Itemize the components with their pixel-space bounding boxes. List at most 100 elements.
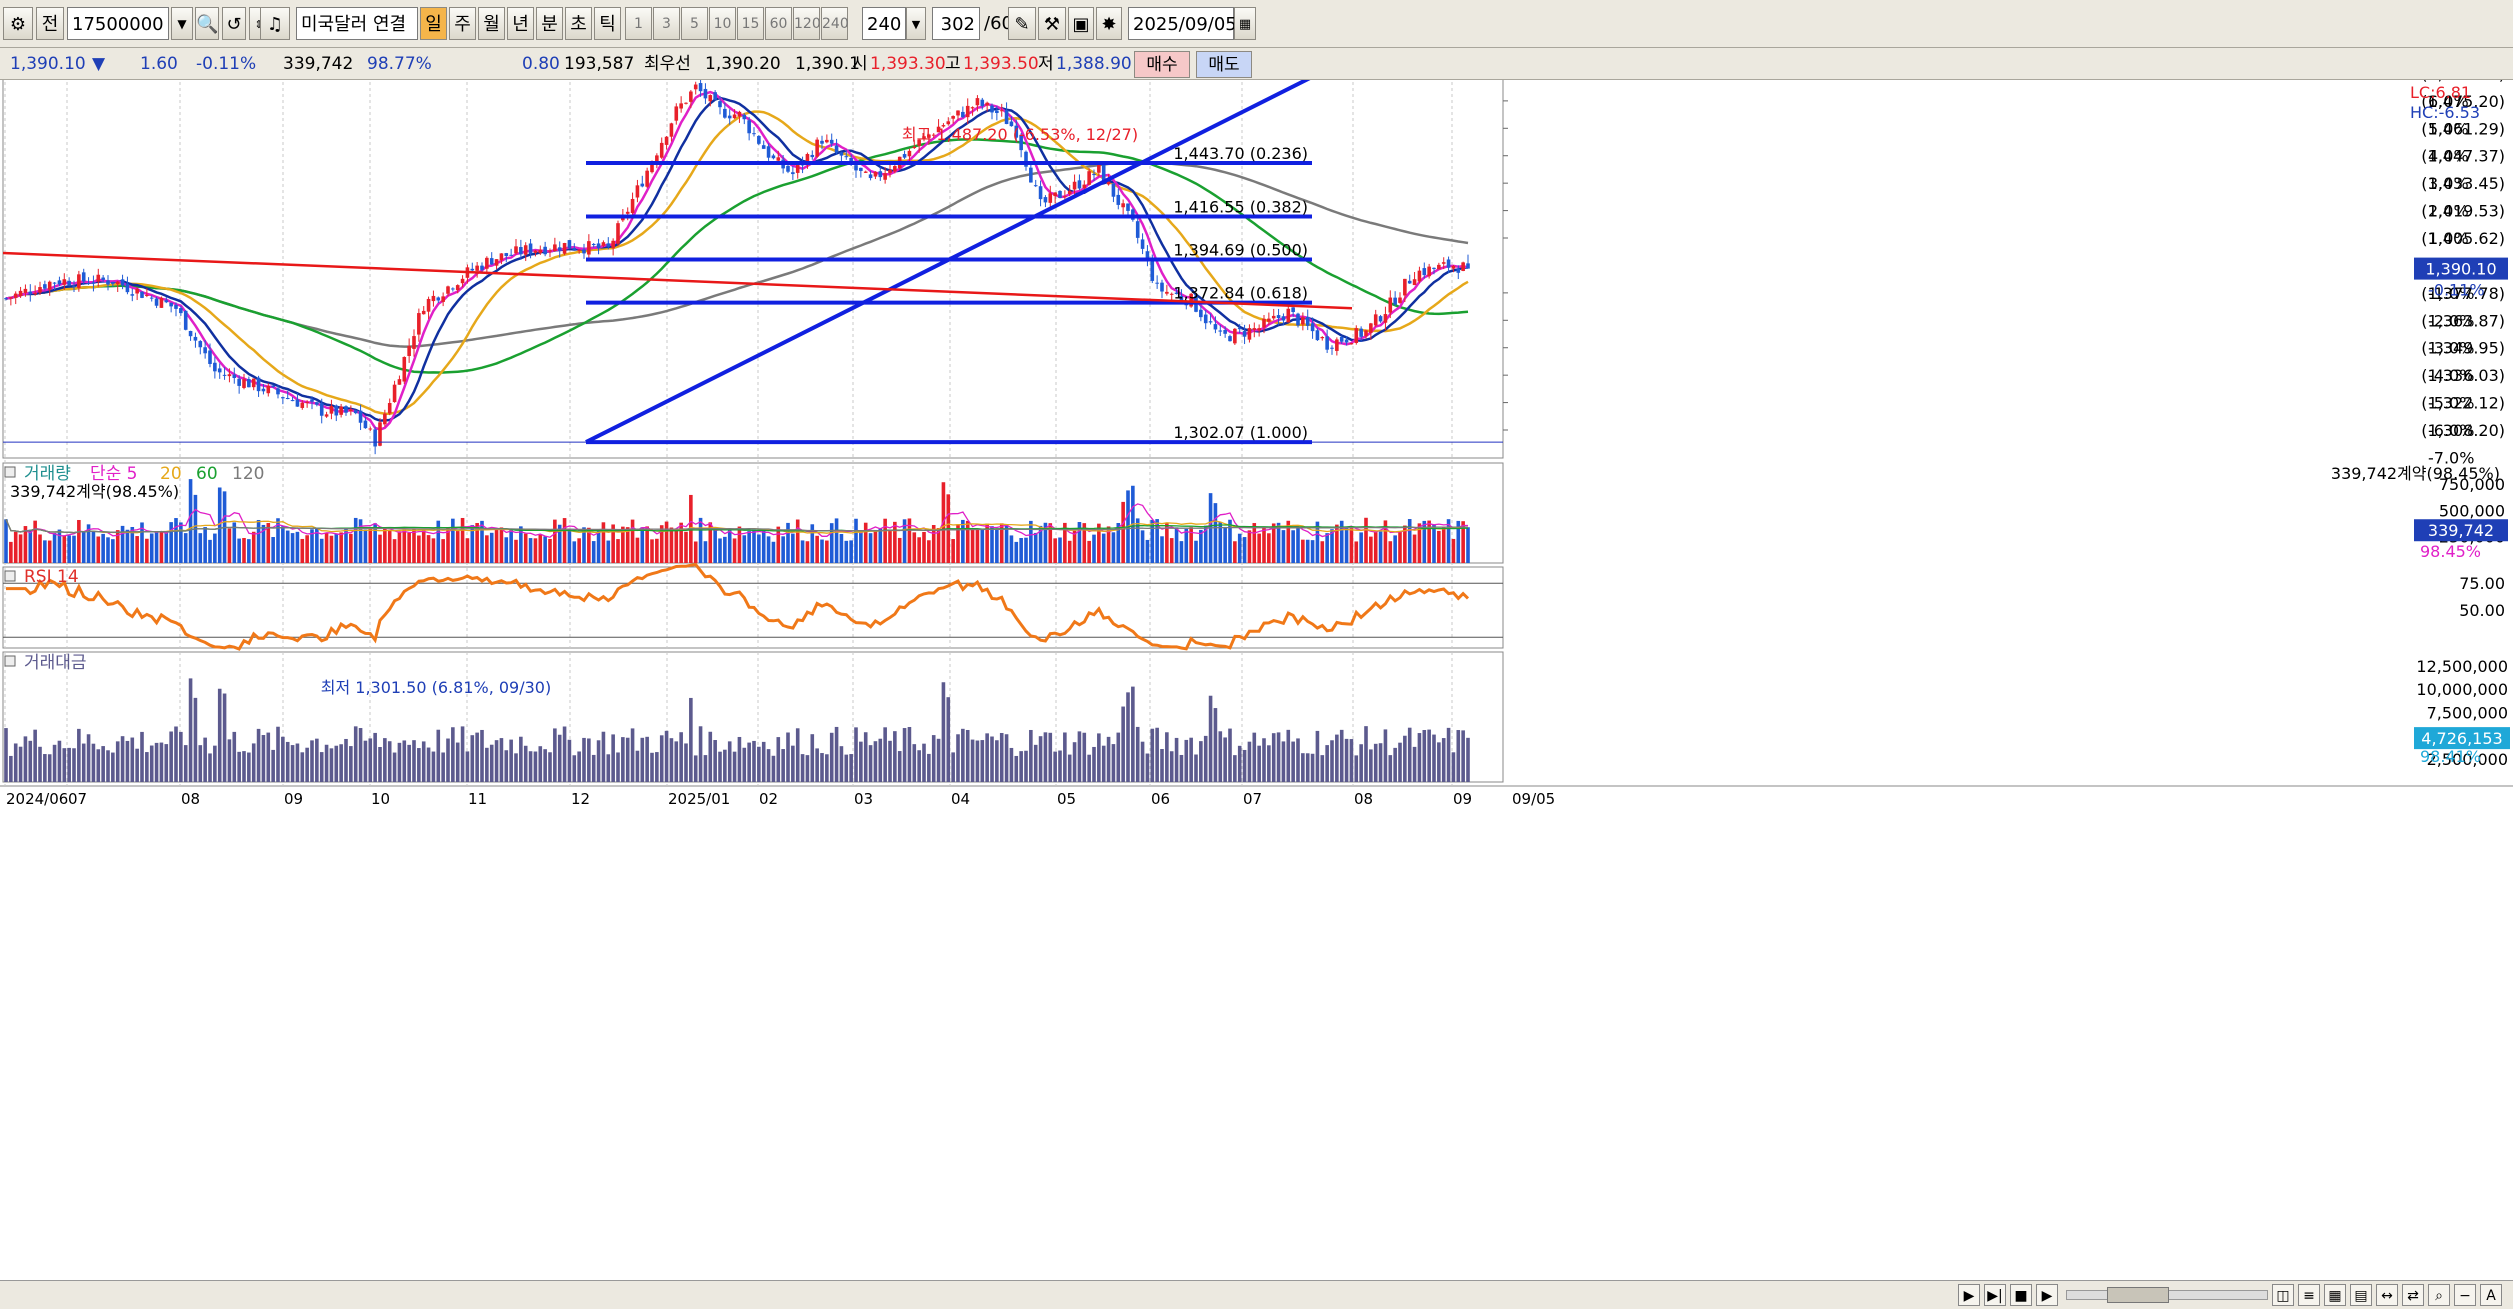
buy-button[interactable]: 매수 (1134, 51, 1190, 78)
tab-period-1[interactable]: 주 (449, 7, 476, 40)
draw-tool-icon[interactable]: ✎ (1008, 7, 1036, 40)
tab-period-2[interactable]: 월 (478, 7, 505, 40)
candle-body (281, 397, 285, 399)
interval-button-60[interactable]: 60 (765, 7, 792, 40)
volume-bar (183, 533, 188, 563)
interval-select[interactable]: 240 (862, 7, 906, 40)
price-y-tick-label: (1,308.20) (2421, 421, 2505, 440)
volume-bar (829, 523, 834, 563)
chart-area[interactable]: 2024/06 07 08 09 10 11 12 2025/01 02 03 04 05 06 07 08… (0, 51, 2513, 1280)
volume-bar (679, 522, 683, 563)
current-pct-tag: -0.11% (2428, 281, 2485, 300)
x-tick-label-last: 09/05 (1512, 790, 1555, 808)
candle-body (946, 121, 951, 125)
volume-bar (101, 533, 105, 563)
table-icon[interactable]: ▦ (2324, 1284, 2346, 1306)
chart-canvas[interactable]: 2024/06 07 08 09 10 11 12 2025/01 02 03 04 05 06 07 08… (0, 51, 2513, 1280)
candle-body (135, 289, 139, 294)
scroll-end-icon[interactable]: ▶| (1984, 1284, 2006, 1306)
play-icon[interactable]: ▶ (2036, 1284, 2058, 1306)
expand-icon[interactable]: ↔ (2376, 1284, 2398, 1306)
minus-icon[interactable]: − (2454, 1284, 2476, 1306)
candle-body (1101, 164, 1106, 183)
amount-bar (1267, 745, 1271, 782)
candle-body (1058, 190, 1062, 198)
volume-bar (407, 532, 411, 563)
list-icon[interactable]: ≡ (2298, 1284, 2320, 1306)
date-input[interactable]: 2025/09/05 (1128, 7, 1237, 40)
speaker-icon[interactable]: ♫ (260, 7, 290, 40)
indicator-icon[interactable]: ⚒ (1038, 7, 1066, 40)
volume-bar (349, 533, 353, 563)
stop-icon[interactable]: ■ (2010, 1284, 2032, 1306)
view-icon[interactable]: ◫ (2272, 1284, 2294, 1306)
volume-bar (1121, 501, 1125, 563)
tab-period-0[interactable]: 일 (420, 7, 447, 40)
amount-bar (344, 738, 348, 782)
nav-prev-button[interactable]: 전 (36, 7, 64, 40)
volume-bar (533, 538, 538, 563)
candle-body (965, 105, 970, 118)
tab-period-3[interactable]: 년 (507, 7, 534, 40)
amount-bar (159, 742, 164, 782)
volume-bar (1067, 540, 1072, 563)
best-bid: 1,390.1 (795, 54, 860, 74)
interval-button-15[interactable]: 15 (737, 7, 764, 40)
pct-y-tick-label: 1.0% (2428, 229, 2469, 248)
calendar-icon[interactable]: ▦ (1234, 7, 1256, 40)
amount-bar (1422, 730, 1427, 782)
count-input[interactable]: 302 (932, 7, 980, 40)
volume-bar (786, 522, 790, 563)
zoom-icon[interactable]: ⌕ (2428, 1284, 2450, 1306)
candle-body (349, 409, 353, 412)
interval-button-5[interactable]: 5 (681, 7, 708, 40)
gear-icon[interactable]: ✸ (1096, 7, 1122, 40)
amount-bar (57, 740, 62, 782)
pct-y-tick-label: -7.0% (2428, 448, 2474, 467)
pct-y-tick-label: 3.0% (2428, 174, 2469, 193)
amount-bar (276, 726, 280, 782)
chart-tool-icon[interactable]: ⚙ (3, 7, 33, 40)
code-input[interactable]: 17500000 (67, 7, 169, 40)
volume-bar (1257, 533, 1261, 563)
tab-period-4[interactable]: 분 (536, 7, 563, 40)
volume-bar (810, 524, 815, 563)
interval-button-1[interactable]: 1 (625, 7, 652, 40)
font-size-icon[interactable]: A (2480, 1284, 2502, 1306)
volume-bar (766, 536, 771, 563)
chevron-down-icon[interactable]: ▼ (906, 7, 926, 40)
sell-button[interactable]: 매도 (1196, 51, 1252, 78)
interval-button-3[interactable]: 3 (653, 7, 680, 40)
interval-button-120[interactable]: 120 (793, 7, 821, 40)
save-icon[interactable]: ▣ (1068, 7, 1094, 40)
candle-body (732, 114, 737, 119)
search-icon[interactable]: 🔍 (195, 7, 219, 40)
amount-bar (383, 738, 387, 782)
candle-body (1165, 291, 1169, 294)
volume-bar (1063, 522, 1067, 563)
grid-icon[interactable]: ▤ (2350, 1284, 2372, 1306)
interval-button-240[interactable]: 240 (821, 7, 849, 40)
volume-bar (800, 540, 805, 563)
scroll-track[interactable] (2066, 1287, 2268, 1303)
amount-bar (601, 731, 606, 782)
scroll-right-icon[interactable]: ▶ (1958, 1284, 1980, 1306)
fib-level-label: 1,443.70 (0.236) (1173, 144, 1308, 163)
candle-body (859, 167, 863, 171)
tab-period-5[interactable]: 초 (565, 7, 592, 40)
volume-bar (567, 528, 572, 563)
volume-bar (1344, 528, 1349, 563)
chevron-down-icon[interactable]: ▼ (171, 7, 193, 40)
volume-bar (397, 531, 402, 563)
candle-body (1364, 330, 1368, 336)
volume-bar (305, 535, 309, 563)
volume-bar (140, 522, 144, 563)
scroll-thumb[interactable] (2107, 1287, 2169, 1303)
amount-bar (319, 752, 324, 782)
shrink-icon[interactable]: ⇄ (2402, 1284, 2424, 1306)
amount-bar (431, 751, 436, 782)
candle-body (907, 150, 912, 157)
tab-period-6[interactable]: 틱 (594, 7, 621, 40)
link-icon[interactable]: ↺ (222, 7, 246, 40)
interval-button-10[interactable]: 10 (709, 7, 736, 40)
